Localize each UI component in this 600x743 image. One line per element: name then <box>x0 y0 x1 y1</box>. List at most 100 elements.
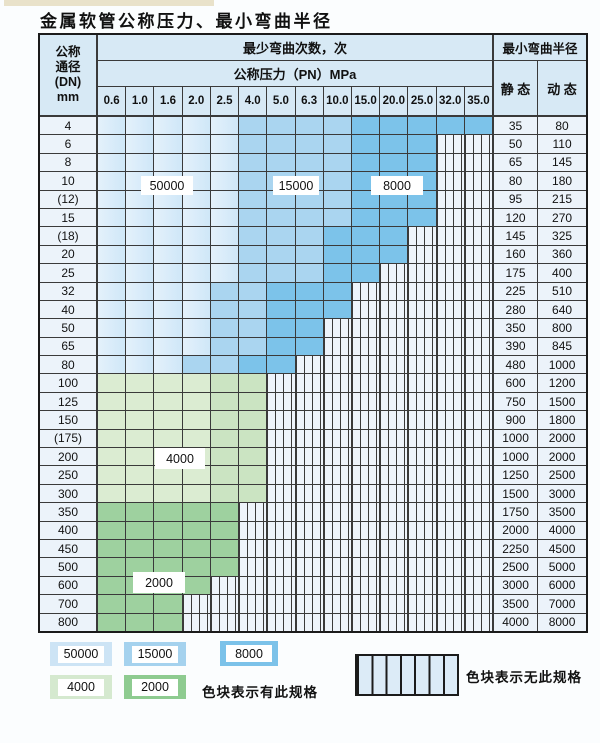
spec-cell <box>295 153 324 172</box>
no-spec-cell <box>464 227 495 245</box>
no-spec-cell <box>267 613 296 631</box>
no-spec-cell <box>436 337 465 356</box>
spec-cell <box>323 264 352 282</box>
spec-cell <box>182 374 211 392</box>
spec-cell <box>98 539 127 558</box>
dn-value: 50 <box>40 319 98 337</box>
no-spec-cell <box>436 503 465 521</box>
no-spec-cell <box>464 300 495 319</box>
no-spec-cell <box>295 374 324 392</box>
spec-cell <box>210 190 240 208</box>
zone-label-15000: 15000 <box>273 176 319 195</box>
static-radius-value: 175 <box>494 264 539 282</box>
spec-cell <box>98 208 127 227</box>
pressure-value: 25.0 <box>408 87 437 115</box>
no-spec-cell <box>295 558 324 576</box>
dynamic-radius-value: 4000 <box>538 521 587 539</box>
spec-cell <box>98 411 127 429</box>
dn-value: 500 <box>40 558 98 576</box>
no-spec-cell <box>380 392 409 411</box>
spec-cell <box>126 503 155 521</box>
static-radius-value: 750 <box>494 392 539 411</box>
static-radius-value: 480 <box>494 356 539 374</box>
static-column-header: 静 态 <box>494 61 538 115</box>
spec-cell <box>267 245 296 264</box>
no-spec-cell <box>436 319 465 337</box>
spec-cell <box>210 466 240 484</box>
no-spec-cell <box>436 595 465 613</box>
dn-value: 350 <box>40 503 98 521</box>
radius-header-group: 最小弯曲半径 静 态 动 态 <box>494 35 586 115</box>
table-row: 800 4000 8000 <box>40 613 587 631</box>
spec-cell <box>210 429 240 448</box>
spec-cell <box>210 484 240 503</box>
spec-cell <box>210 392 240 411</box>
legend-no-spec-swatch <box>355 654 459 696</box>
spec-cell <box>210 539 240 558</box>
spec-cell <box>154 558 183 576</box>
dn-value: 6 <box>40 135 98 153</box>
spec-cell <box>182 264 211 282</box>
spec-cell <box>267 264 296 282</box>
spec-cell <box>182 337 211 356</box>
no-spec-cell <box>436 411 465 429</box>
dynamic-radius-value: 8000 <box>538 613 587 631</box>
no-spec-cell <box>408 282 437 300</box>
no-spec-cell <box>408 356 437 374</box>
zone-label-2000: 2000 <box>133 572 185 593</box>
spec-cell <box>182 503 211 521</box>
spec-cell <box>182 319 211 337</box>
no-spec-cell <box>436 172 465 190</box>
page-title: 金属软管公称压力、最小弯曲半径 <box>40 12 333 31</box>
legend-swatch-label: 4000 <box>58 678 104 696</box>
scan-artifact-strip <box>4 0 214 6</box>
spec-cell <box>126 245 155 264</box>
dn-value: 100 <box>40 374 98 392</box>
dynamic-radius-value: 7000 <box>538 595 587 613</box>
no-spec-cell <box>436 613 465 631</box>
spec-cell <box>210 356 240 374</box>
no-spec-cell <box>408 576 437 595</box>
spec-cell <box>323 190 352 208</box>
table-row: (175) 1000 2000 <box>40 429 587 449</box>
no-spec-cell <box>323 337 352 356</box>
spec-cell <box>182 429 211 448</box>
no-spec-cell <box>323 392 352 411</box>
spec-cell <box>210 374 240 392</box>
static-radius-value: 3500 <box>494 595 539 613</box>
no-spec-cell <box>436 576 465 595</box>
spec-cell <box>154 374 183 392</box>
spec-cell <box>98 282 127 300</box>
radius-header: 最小弯曲半径 <box>494 35 586 61</box>
no-spec-cell <box>408 595 437 613</box>
spec-cell <box>210 264 240 282</box>
no-spec-cell <box>323 429 352 448</box>
table-row: 125 750 1500 <box>40 392 587 412</box>
no-spec-cell <box>408 503 437 521</box>
static-radius-value: 600 <box>494 374 539 392</box>
no-spec-cell <box>267 539 296 558</box>
no-spec-cell <box>436 539 465 558</box>
static-radius-value: 900 <box>494 411 539 429</box>
no-spec-cell <box>380 521 409 539</box>
no-spec-cell <box>380 411 409 429</box>
no-spec-cell <box>464 539 495 558</box>
no-spec-cell <box>295 521 324 539</box>
spec-cell <box>126 356 155 374</box>
no-spec-cell <box>267 392 296 411</box>
spec-cell <box>267 227 296 245</box>
table-row: 50 350 800 <box>40 319 587 338</box>
spec-cell <box>98 595 127 613</box>
no-spec-cell <box>267 374 296 392</box>
pressure-value: 35.0 <box>467 95 490 107</box>
spec-cell <box>98 521 127 539</box>
dn-header-line: (DN) <box>54 75 82 89</box>
table-row: 4 35 80 <box>40 117 587 136</box>
spec-cell <box>126 448 155 466</box>
spec-cell <box>295 264 324 282</box>
legend-swatch-15000: 15000 <box>124 642 186 666</box>
table-row: 65 390 845 <box>40 337 587 357</box>
no-spec-cell <box>380 466 409 484</box>
spec-cell <box>154 466 183 484</box>
dn-value: 4 <box>40 117 98 135</box>
